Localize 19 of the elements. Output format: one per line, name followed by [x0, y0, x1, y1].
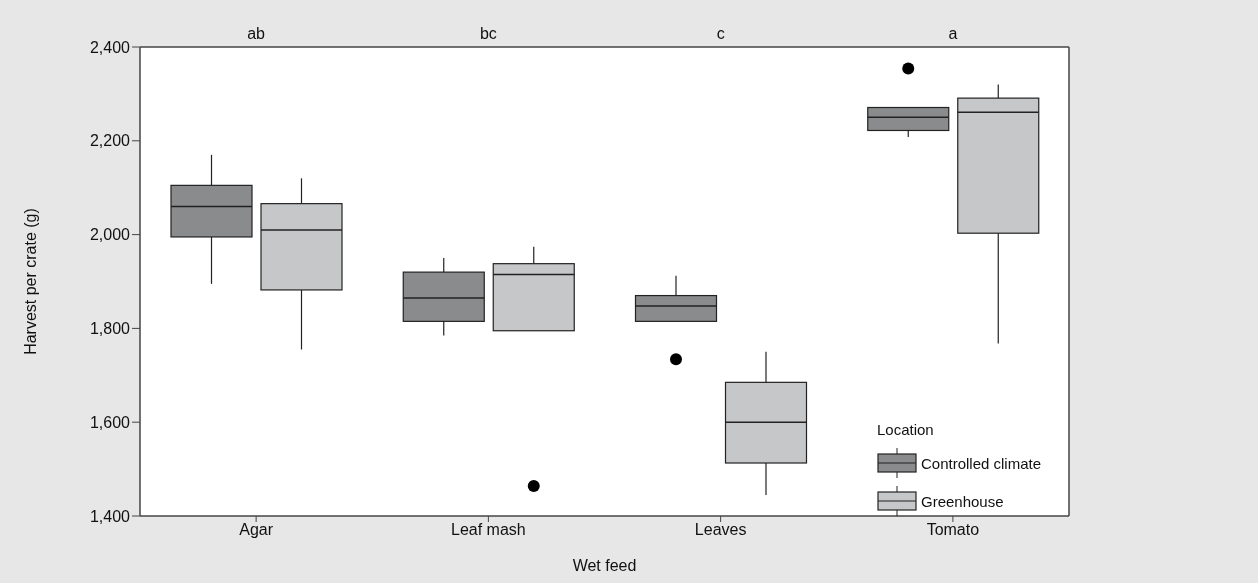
- y-tick-label: 1,600: [89, 413, 131, 431]
- text: bc: [479, 25, 497, 42]
- x-axis-title: Wet feed: [572, 557, 637, 574]
- y-tick-label: 2,400: [89, 38, 131, 56]
- text: c: [716, 25, 725, 42]
- legend-label: Greenhouse: [921, 492, 1004, 510]
- y-tick-label: 1,800: [89, 320, 131, 338]
- text: ab: [247, 25, 266, 42]
- x-tick-label: Leaf mash: [451, 521, 526, 539]
- text: a: [948, 25, 958, 42]
- y-tick-label: 2,200: [89, 132, 131, 150]
- x-tick-label: Tomato: [926, 521, 980, 539]
- x-tick-label: Leaves: [694, 521, 747, 539]
- y-axis-title: Harvest per crate (g): [21, 208, 39, 355]
- legend-label: Controlled climate: [921, 454, 1042, 472]
- y-tick-label: 1,400: [89, 507, 131, 525]
- y-tick-label: 2,000: [89, 226, 131, 244]
- x-tick-label: Agar: [239, 521, 274, 539]
- legend-title: Location: [877, 421, 935, 438]
